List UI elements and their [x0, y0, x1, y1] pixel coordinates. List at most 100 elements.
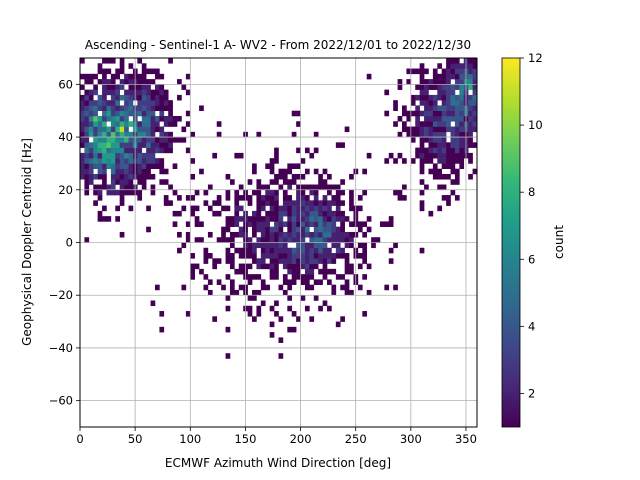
- heatmap-cell: [97, 158, 103, 164]
- heatmap-cell: [265, 253, 270, 259]
- heatmap-cell: [247, 279, 253, 285]
- heatmap-cell: [225, 237, 231, 243]
- heatmap-cell: [278, 173, 284, 180]
- heatmap-cell: [287, 200, 293, 206]
- heatmap-cell: [296, 253, 301, 259]
- heatmap-cell: [185, 231, 191, 238]
- heatmap-cell: [450, 147, 456, 154]
- heatmap-cell: [106, 126, 112, 133]
- heatmap-cell: [410, 94, 416, 101]
- heatmap-cell: [340, 237, 345, 243]
- heatmap-cell: [115, 142, 120, 148]
- heatmap-cell: [313, 210, 319, 217]
- heatmap-cell: [366, 73, 372, 80]
- heatmap-cell: [154, 94, 160, 101]
- heatmap-cell: [216, 279, 222, 285]
- heatmap-cell: [102, 105, 107, 112]
- heatmap-cell: [93, 84, 98, 90]
- heatmap-cell: [163, 142, 169, 148]
- heatmap-cell: [393, 189, 398, 196]
- heatmap-cell: [432, 168, 438, 175]
- heatmap-cell: [313, 253, 319, 259]
- heatmap-cell: [225, 305, 231, 312]
- heatmap-cell: [154, 89, 160, 96]
- heatmap-cell: [278, 168, 284, 175]
- heatmap-cell: [265, 216, 270, 222]
- heatmap-cell: [318, 221, 323, 227]
- heatmap-cell: [450, 94, 456, 101]
- heatmap-cell: [291, 179, 297, 185]
- heatmap-cell: [229, 216, 235, 222]
- heatmap-cell: [459, 163, 465, 169]
- heatmap-cell: [168, 142, 173, 148]
- heatmap-cell: [415, 94, 420, 101]
- heatmap-cell: [432, 94, 438, 101]
- heatmap-cell: [331, 231, 337, 238]
- heatmap-cell: [106, 100, 112, 106]
- heatmap-cell: [454, 147, 460, 154]
- heatmap-cell: [428, 147, 434, 154]
- heatmap-cell: [115, 131, 120, 138]
- heatmap-cell: [102, 216, 107, 222]
- heatmap-cell: [115, 126, 120, 133]
- heatmap-cell: [432, 73, 438, 80]
- heatmap-cell: [80, 121, 85, 127]
- heatmap-cell: [115, 84, 120, 90]
- heatmap-cell: [318, 231, 323, 238]
- heatmap-cell: [340, 226, 345, 233]
- heatmap-cell: [340, 210, 345, 217]
- heatmap-cell: [190, 205, 195, 212]
- heatmap-cell: [454, 173, 460, 180]
- heatmap-cell: [296, 163, 301, 169]
- heatmap-cell: [199, 168, 204, 175]
- heatmap-cell: [159, 94, 165, 101]
- heatmap-cell: [340, 179, 345, 185]
- heatmap-cell: [159, 311, 165, 317]
- heatmap-cell: [80, 84, 85, 90]
- heatmap-cell: [247, 247, 253, 254]
- heatmap-cell: [159, 142, 165, 148]
- heatmap-cell: [141, 131, 147, 138]
- heatmap-cell: [216, 210, 222, 217]
- heatmap-cell: [287, 268, 293, 275]
- heatmap-cell: [304, 305, 310, 312]
- heatmap-cell: [247, 242, 253, 249]
- heatmap-cell: [207, 289, 213, 296]
- heatmap-cell: [80, 137, 85, 143]
- heatmap-cell: [300, 216, 306, 222]
- heatmap-cell: [265, 237, 270, 243]
- heatmap-cell: [291, 311, 297, 317]
- heatmap-cell: [287, 205, 293, 212]
- heatmap-cell: [137, 152, 143, 159]
- heatmap-cell: [304, 242, 310, 249]
- heatmap-cell: [472, 121, 477, 127]
- x-tick-label: 50: [128, 432, 143, 446]
- heatmap-cell: [304, 205, 310, 212]
- heatmap-cell: [327, 210, 332, 217]
- heatmap-cell: [437, 63, 443, 69]
- heatmap-cell: [274, 152, 279, 159]
- heatmap-cell: [318, 237, 323, 243]
- heatmap-cell: [146, 121, 151, 127]
- heatmap-cell: [424, 100, 429, 106]
- heatmap-cell: [269, 216, 275, 222]
- heatmap-cell: [304, 253, 310, 259]
- heatmap-cell: [97, 152, 103, 159]
- heatmap-cell: [327, 184, 332, 191]
- heatmap-cell: [287, 263, 293, 270]
- heatmap-cell: [93, 131, 98, 138]
- heatmap-cell: [450, 131, 456, 138]
- heatmap-cell: [322, 168, 328, 175]
- heatmap-cell: [141, 121, 147, 127]
- heatmap-cell: [269, 332, 275, 338]
- heatmap-cell: [238, 231, 244, 238]
- heatmap-cell: [340, 284, 345, 291]
- heatmap-cell: [296, 231, 301, 238]
- heatmap-cell: [454, 94, 460, 101]
- heatmap-cell: [203, 258, 209, 264]
- heatmap-cell: [106, 216, 112, 222]
- heatmap-cell: [141, 179, 147, 185]
- heatmap-cell: [203, 189, 209, 196]
- heatmap-cell: [278, 258, 284, 264]
- heatmap-cell: [340, 200, 345, 206]
